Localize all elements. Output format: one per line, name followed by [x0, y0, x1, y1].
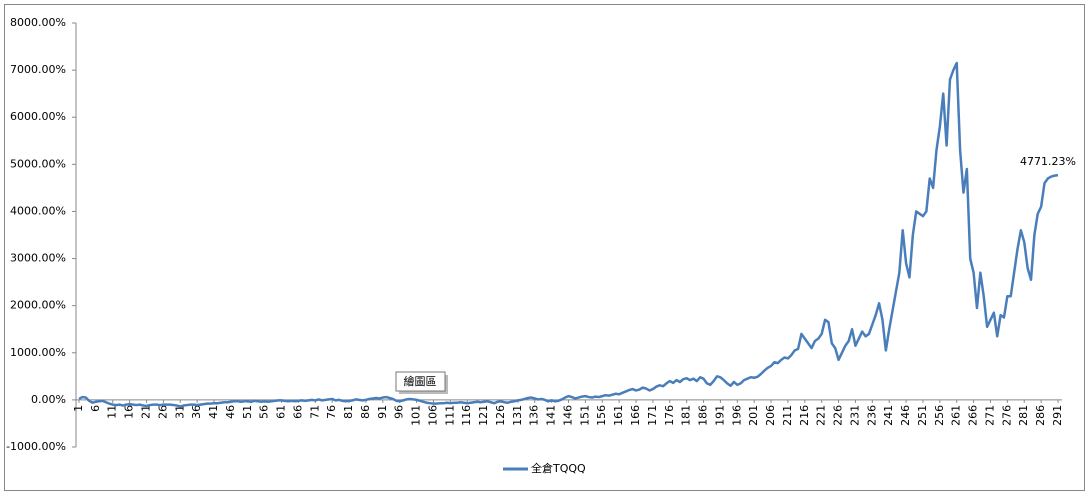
x-tick-label: 81: [342, 405, 355, 419]
x-tick-label: 186: [697, 405, 710, 426]
x-tick-label: 271: [983, 405, 996, 426]
x-tick-label: 231: [848, 405, 861, 426]
x-tick-label: 126: [494, 405, 507, 426]
x-tick-label: 51: [241, 405, 254, 419]
x-tick-label: 111: [443, 405, 456, 426]
x-tick-label: 116: [460, 405, 473, 426]
data-label: 4771.23%: [1020, 155, 1076, 168]
x-tick-label: 21: [140, 405, 153, 419]
x-tick-label: 31: [173, 405, 186, 419]
x-tick-label: 246: [899, 405, 912, 426]
x-tick-label: 101: [410, 405, 423, 426]
x-tick-label: 1: [72, 405, 85, 412]
x-tick-label: 141: [545, 405, 558, 426]
y-tick-label: -1000.00%: [6, 440, 66, 453]
x-tick-label: 46: [224, 405, 237, 419]
x-tick-label: 106: [426, 405, 439, 426]
x-tick-label: 196: [730, 405, 743, 426]
x-tick-label: 6: [89, 405, 102, 412]
x-tick-label: 36: [190, 405, 203, 419]
x-tick-label: 251: [916, 405, 929, 426]
tooltip-text: 繪圖區: [404, 374, 437, 388]
x-tick-label: 191: [713, 405, 726, 426]
x-tick-label: 276: [1000, 405, 1013, 426]
x-tick-label: 181: [680, 405, 693, 426]
legend-label: 全倉TQQQ: [531, 461, 586, 475]
x-tick-label: 256: [933, 405, 946, 426]
y-tick-label: 3000.00%: [10, 252, 66, 265]
x-tick-label: 171: [646, 405, 659, 426]
y-tick-label: 5000.00%: [10, 157, 66, 170]
x-tick-label: 56: [258, 405, 271, 419]
x-tick-label: 266: [967, 405, 980, 426]
x-tick-label: 66: [291, 405, 304, 419]
x-tick-label: 236: [865, 405, 878, 426]
x-tick-label: 26: [156, 405, 169, 419]
x-tick-label: 96: [393, 405, 406, 419]
x-tick-label: 221: [815, 405, 828, 426]
x-tick-label: 136: [528, 405, 541, 426]
x-tick-label: 166: [629, 405, 642, 426]
y-tick-label: 8000.00%: [10, 16, 66, 29]
x-tick-label: 41: [207, 405, 220, 419]
y-tick-label: 0.00%: [31, 393, 66, 406]
x-tick-label: 286: [1034, 405, 1047, 426]
tooltip-box: [395, 371, 446, 392]
x-tick-label: 11: [106, 405, 119, 419]
x-tick-label: 206: [764, 405, 777, 426]
x-tick-label: 291: [1051, 405, 1064, 426]
y-tick-label: 7000.00%: [10, 63, 66, 76]
series-line: [78, 61, 1059, 408]
y-tick-label: 1000.00%: [10, 346, 66, 359]
x-tick-label: 176: [663, 405, 676, 426]
x-tick-label: 156: [595, 405, 608, 426]
x-tick-label: 261: [950, 405, 963, 426]
x-tick-label: 281: [1017, 405, 1030, 426]
x-tick-label: 226: [832, 405, 845, 426]
x-tick-label: 16: [123, 405, 136, 419]
x-tick-label: 161: [612, 405, 625, 426]
x-tick-label: 201: [747, 405, 760, 426]
x-tick-label: 61: [275, 405, 288, 419]
y-tick-label: 4000.00%: [10, 204, 66, 217]
x-tick-label: 76: [325, 405, 338, 419]
x-tick-label: 211: [781, 405, 794, 426]
y-tick-label: 6000.00%: [10, 110, 66, 123]
x-tick-label: 121: [477, 405, 490, 426]
x-tick-label: 146: [562, 405, 575, 426]
y-tick-label: 2000.00%: [10, 299, 66, 312]
x-tick-label: 91: [376, 405, 389, 419]
x-tick-label: 216: [798, 405, 811, 426]
x-tick-label: 241: [882, 405, 895, 426]
x-tick-label: 71: [308, 405, 321, 419]
x-tick-label: 151: [578, 405, 591, 426]
x-tick-label: 86: [359, 405, 372, 419]
x-tick-label: 131: [511, 405, 524, 426]
